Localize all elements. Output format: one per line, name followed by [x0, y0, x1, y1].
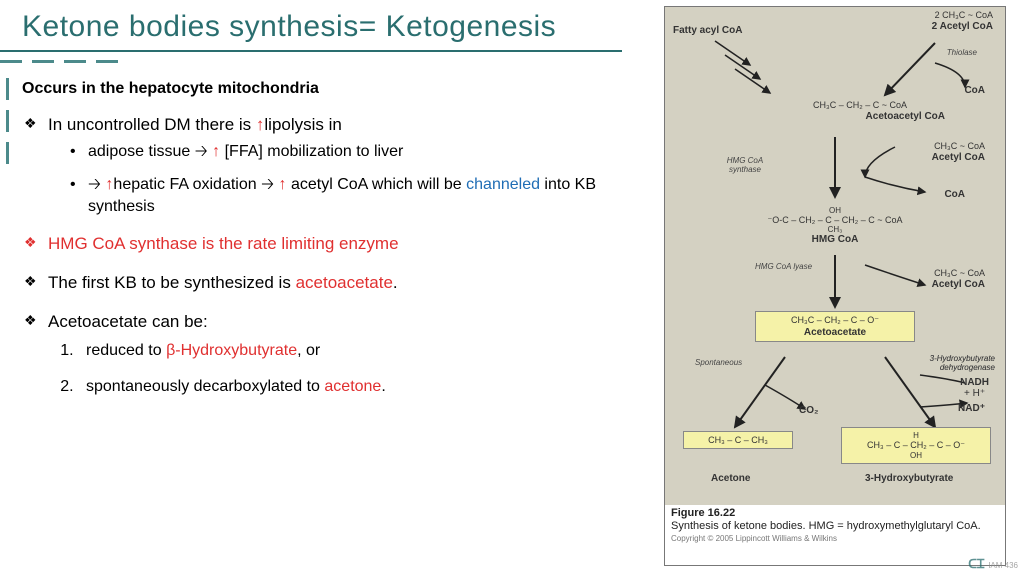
- node-acetyl-out: CH₃C ~ CoA Acetyl CoA: [932, 269, 985, 290]
- enzyme-hmg-lyase: HMG CoA lyase: [755, 263, 812, 272]
- label-bhb: 3-Hydroxybutyrate: [865, 473, 953, 484]
- bullet-1-sub-2: 🡢 ↑hepatic FA oxidation 🡢 ↑ acetyl CoA w…: [70, 174, 632, 217]
- node-acetoacetyl: CH₃C – CH₂ – C ~ CoA Acetoacetyl CoA: [775, 101, 945, 122]
- label-nadh: NADH+ H⁺: [960, 377, 989, 399]
- bullet-4-num-1: reduced to β-Hydroxybutyrate, or: [78, 340, 632, 362]
- pathway-figure: Fatty acyl CoA 2 CH₃C ~ CoA 2 Acetyl CoA: [664, 6, 1006, 566]
- figure-copyright: Copyright © 2005 Lippincott Williams & W…: [665, 532, 1005, 545]
- label-coa-1: CoA: [964, 85, 985, 96]
- bullet-4-num-2: spontaneously decarboxylated to acetone.: [78, 376, 632, 398]
- box-acetoacetate: CH₃C – CH₂ – C – O⁻ Acetoacetate: [755, 311, 915, 342]
- node-acetyl-in: CH₃C ~ CoA Acetyl CoA: [932, 142, 985, 163]
- label-nad: NAD⁺: [958, 403, 985, 414]
- node-hmg: OH ⁻O-C – CH₂ – C – CH₂ – C ~ CoA CH₃ HM…: [705, 207, 965, 245]
- bullet-1-sub-1: adipose tissue 🡢 ↑ [FFA] mobilization to…: [70, 141, 632, 163]
- box-bhb: H CH₃ – C – CH₂ – C – O⁻ OH: [841, 427, 991, 464]
- enzyme-hmg-synthase: HMG CoA synthase: [715, 157, 775, 175]
- pathway-diagram: Fatty acyl CoA 2 CH₃C ~ CoA 2 Acetyl CoA: [665, 7, 1005, 505]
- subheading: Occurs in the hepatocyte mitochondria: [22, 78, 632, 100]
- bullet-1: In uncontrolled DM there is ↑lipolysis i…: [22, 114, 632, 218]
- label-coa-2: CoA: [944, 189, 965, 200]
- bullet-2: HMG CoA synthase is the rate limiting en…: [22, 233, 632, 256]
- label-co2: CO₂: [799, 405, 818, 416]
- footer-logo: ᑕᏆ IAM 436: [968, 557, 1018, 572]
- title-rule: [0, 50, 622, 52]
- bullet-3: The first KB to be synthesized is acetoa…: [22, 272, 632, 295]
- enzyme-thiolase: Thiolase: [947, 49, 977, 58]
- dash-decor-v: [6, 78, 9, 164]
- bullet-4: Acetoacetate can be: reduced to β-Hydrox…: [22, 311, 632, 397]
- body-content: Occurs in the hepatocyte mitochondria In…: [22, 78, 632, 413]
- dash-decor-h: [0, 60, 118, 63]
- label-acetone: Acetone: [711, 473, 750, 484]
- box-acetone: CH₃ – C – CH₃: [683, 431, 793, 449]
- label-spontaneous: Spontaneous: [695, 359, 742, 368]
- figure-caption: Figure 16.22 Synthesis of ketone bodies.…: [665, 505, 1005, 532]
- enzyme-bhb-dh2: 3-Hydroxybutyrate dehydrogenase: [905, 355, 995, 373]
